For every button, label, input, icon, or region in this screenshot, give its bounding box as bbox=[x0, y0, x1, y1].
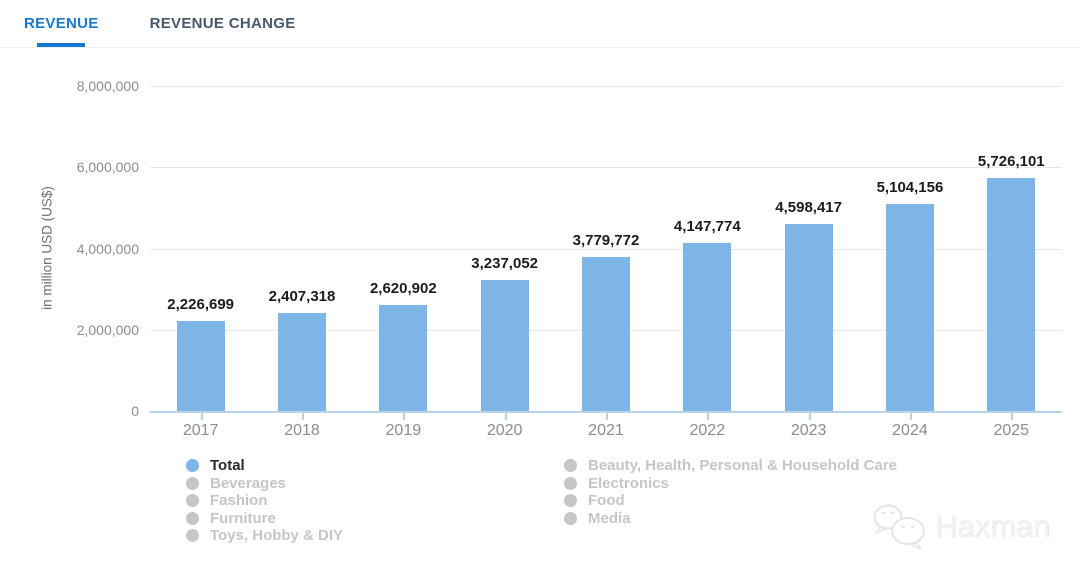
x-axis-tick bbox=[200, 413, 203, 420]
bar-2025[interactable] bbox=[987, 178, 1036, 411]
legend-column-2: Beauty, Health, Personal & Household Car… bbox=[564, 457, 897, 527]
legend-dot bbox=[186, 459, 199, 473]
x-tick-label: 2022 bbox=[689, 422, 726, 439]
tab-revenue-change-label: REVENUE CHANGE bbox=[149, 15, 296, 32]
legend-dot bbox=[564, 476, 577, 490]
legend-dot bbox=[186, 476, 199, 490]
legend-label: Toys, Hobby & DIY bbox=[210, 527, 344, 545]
legend-dot bbox=[186, 529, 199, 543]
legend-label: Fashion bbox=[210, 492, 268, 510]
legend-dot bbox=[564, 511, 577, 525]
bar-slot-2018: 2,407,318 2018 bbox=[251, 86, 352, 439]
x-tick-label: 2019 bbox=[385, 422, 422, 439]
bar-value-label: 3,779,772 bbox=[572, 232, 640, 250]
x-tick-label: 2018 bbox=[284, 422, 320, 439]
x-tick-label: 2017 bbox=[182, 422, 219, 439]
bar-value-label: 5,726,101 bbox=[977, 153, 1045, 171]
tab-revenue-change[interactable]: REVENUE CHANGE bbox=[150, 0, 296, 47]
bar-slot-2022: 4,147,774 2022 bbox=[657, 86, 758, 440]
tab-revenue-label: REVENUE bbox=[24, 15, 99, 32]
bar-slot-2019: 2,620,902 2019 bbox=[353, 86, 454, 439]
bar-slot-2024: 5,104,156 2024 bbox=[859, 86, 960, 439]
bar-2017[interactable] bbox=[176, 320, 225, 411]
bar-value-label: 4,598,417 bbox=[775, 199, 842, 217]
bar-value-label: 2,226,699 bbox=[167, 295, 235, 313]
legend-dot bbox=[564, 459, 577, 473]
x-axis-tick bbox=[707, 413, 710, 420]
bar-value-label: 4,147,774 bbox=[673, 217, 741, 235]
legend-label: Beverages bbox=[210, 474, 286, 492]
x-axis-tick bbox=[808, 413, 811, 420]
x-tick-label: 2025 bbox=[993, 422, 1030, 439]
active-tab-underline bbox=[37, 43, 86, 47]
x-tick-label: 2023 bbox=[790, 422, 827, 439]
wechat-icon bbox=[873, 504, 925, 550]
bar-2022[interactable] bbox=[683, 242, 732, 411]
legend-label: Beauty, Health, Personal & Household Car… bbox=[588, 457, 897, 475]
legend-item[interactable]: Media bbox=[564, 510, 897, 528]
y-tick-label: 0 bbox=[131, 403, 139, 419]
bar-slot-2021: 3,779,772 2021 bbox=[555, 86, 656, 439]
y-tick-label: 8,000,000 bbox=[76, 78, 139, 94]
legend-label: Media bbox=[588, 509, 631, 527]
x-axis-tick bbox=[1011, 413, 1014, 420]
bar-value-label: 2,407,318 bbox=[268, 288, 336, 306]
legend-dot bbox=[186, 494, 199, 508]
gridline bbox=[150, 167, 1062, 169]
x-tick-label: 2020 bbox=[486, 422, 523, 439]
bar-value-label: 3,237,052 bbox=[471, 254, 539, 272]
bar-2021[interactable] bbox=[581, 257, 630, 411]
legend-dot bbox=[564, 494, 577, 508]
watermark-text: Haxman bbox=[934, 508, 1050, 543]
bar-value-label: 5,104,156 bbox=[876, 178, 944, 196]
bar-slot-2023: 4,598,417 2023 bbox=[758, 86, 859, 439]
bar-slot-2017: 2,226,699 2017 bbox=[150, 86, 251, 439]
legend-label: Electronics bbox=[588, 474, 669, 492]
y-axis-labels: 0 2,000,000 4,000,000 6,000,000 8,000,000 bbox=[0, 78, 139, 419]
legend-item[interactable]: Beverages bbox=[186, 475, 343, 493]
gridline bbox=[150, 248, 1062, 250]
legend-dot bbox=[186, 511, 199, 525]
bar-2024[interactable] bbox=[885, 203, 934, 411]
gridline bbox=[150, 86, 1062, 87]
legend-item[interactable]: Electronics bbox=[564, 475, 897, 493]
x-axis-tick bbox=[403, 413, 406, 420]
legend-item[interactable]: Toys, Hobby & DIY bbox=[186, 527, 343, 545]
x-axis-tick bbox=[504, 413, 507, 420]
legend-item[interactable]: Food bbox=[564, 492, 897, 510]
tab-revenue[interactable]: REVENUE bbox=[24, 0, 99, 47]
bar-2023[interactable] bbox=[784, 224, 833, 411]
legend-item[interactable]: Total bbox=[186, 457, 343, 475]
bar-2018[interactable] bbox=[277, 313, 326, 411]
x-axis-tick bbox=[909, 413, 912, 420]
legend-item[interactable]: Beauty, Health, Personal & Household Car… bbox=[564, 457, 897, 475]
x-tick-label: 2021 bbox=[588, 422, 624, 439]
legend-item[interactable]: Fashion bbox=[186, 492, 343, 510]
bar-slot-2020: 3,237,052 2020 bbox=[454, 86, 555, 439]
y-tick-label: 6,000,000 bbox=[76, 159, 139, 176]
y-tick-label: 4,000,000 bbox=[76, 240, 139, 257]
legend-column-1: Total Beverages Fashion Furniture Toys, Hobb… bbox=[186, 457, 343, 545]
bar-2020[interactable] bbox=[480, 279, 529, 411]
bar-2019[interactable] bbox=[379, 304, 428, 411]
legend-label: Total bbox=[210, 457, 245, 475]
tab-bar: REVENUE REVENUE CHANGE bbox=[0, 0, 1080, 48]
x-axis-tick bbox=[605, 413, 608, 420]
x-tick-label: 2024 bbox=[892, 422, 928, 439]
bars-container: 2,226,699 2017 2,407,318 2018 2,620,902 2019 3… bbox=[150, 86, 1062, 440]
legend-item[interactable]: Furniture bbox=[186, 510, 343, 528]
legend-label: Furniture bbox=[210, 509, 276, 527]
y-tick-label: 2,000,000 bbox=[76, 321, 139, 338]
watermark: Haxman bbox=[871, 502, 1050, 550]
plot-area: 2,226,699 2017 2,407,318 2018 2,620,902 2019 3… bbox=[150, 86, 1062, 440]
bar-value-label: 2,620,902 bbox=[369, 279, 437, 297]
bar-slot-2025: 5,726,101 2025 bbox=[961, 86, 1062, 439]
x-axis-tick bbox=[301, 413, 304, 420]
legend-label: Food bbox=[588, 492, 625, 510]
